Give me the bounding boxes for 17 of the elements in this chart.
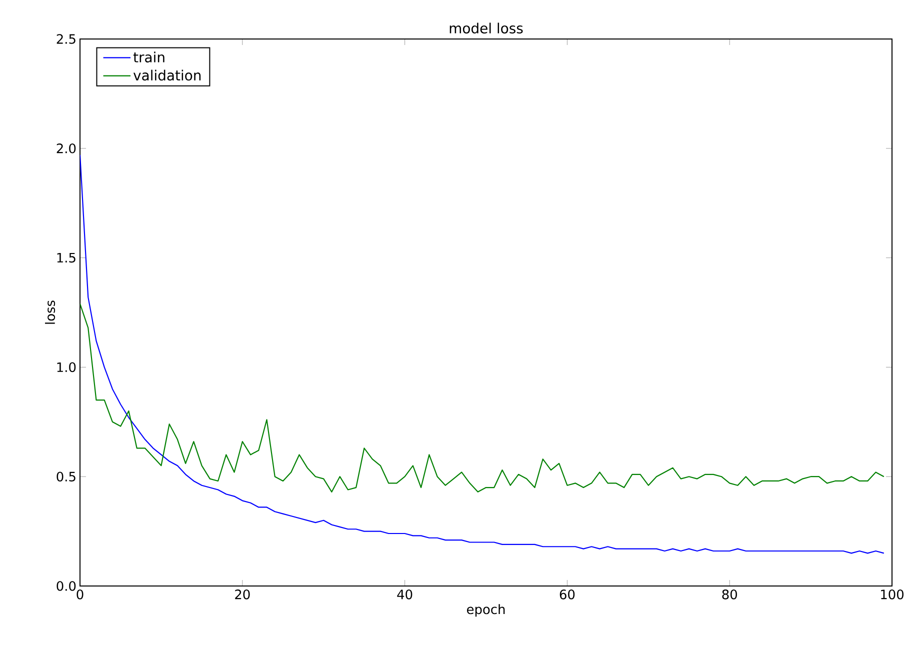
legend-label: validation: [133, 70, 201, 81]
chart-title: model loss: [450, 22, 523, 34]
x-tick-label: 20: [235, 590, 250, 600]
x-tick-label: 0: [76, 590, 84, 600]
y-tick-label: 0.0: [56, 581, 76, 591]
y-tick-label: 2.0: [56, 144, 76, 154]
y-tick-label: 0.5: [56, 472, 76, 482]
y-tick-label: 1.0: [57, 362, 76, 372]
x-tick-label: 100: [881, 590, 904, 600]
y-tick-label: 2.5: [56, 34, 76, 44]
legend-label: train: [133, 52, 164, 62]
y-axis-title: loss: [45, 300, 56, 324]
x-tick-label: 80: [722, 590, 737, 600]
x-axis-title: epoch: [467, 604, 505, 617]
x-tick-label: 60: [560, 590, 575, 600]
y-tick-label: 1.5: [57, 252, 76, 263]
x-tick-label: 40: [397, 590, 412, 600]
